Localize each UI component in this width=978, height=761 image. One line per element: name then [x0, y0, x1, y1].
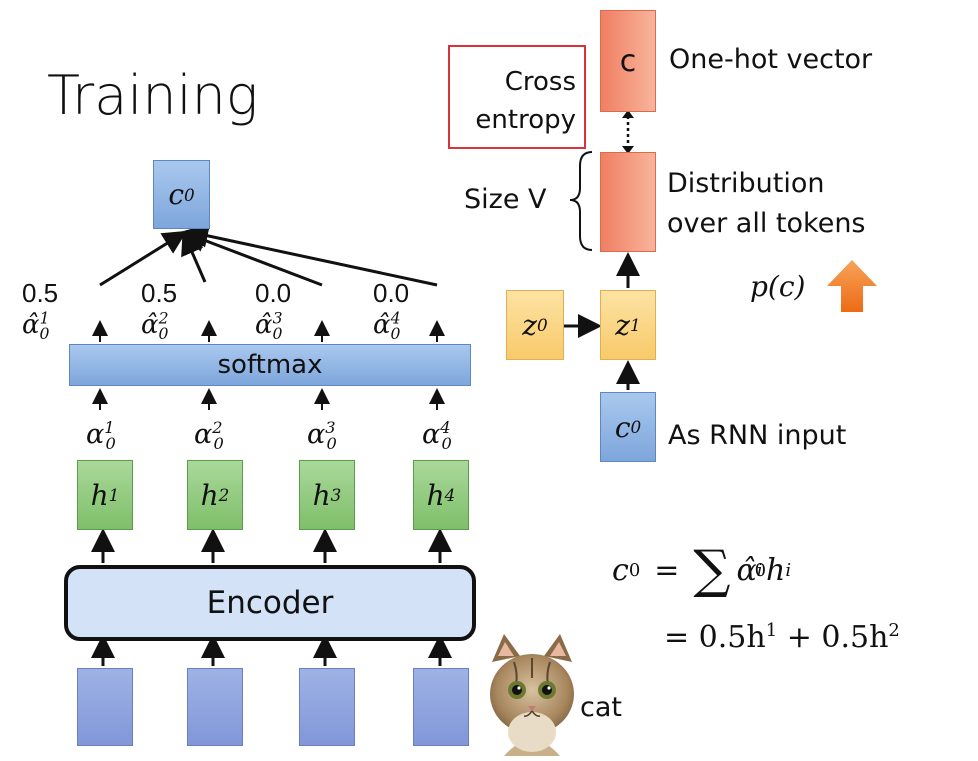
- cat-label: cat: [580, 692, 622, 723]
- encoder-block: Encoder: [64, 565, 476, 641]
- input-feature-2: [187, 668, 243, 746]
- input-feature-4: [413, 668, 469, 746]
- softmax-layer: softmax: [69, 344, 471, 386]
- alpha-hat-3-label: 0.0 α̂30: [255, 278, 292, 344]
- alpha-3-label: α30: [307, 418, 337, 454]
- distribution-box: [600, 152, 656, 252]
- input-feature-1: [77, 668, 133, 746]
- alpha-hat-1-label: 0.5 α̂10: [22, 278, 59, 344]
- alpha-1-label: α10: [86, 418, 116, 454]
- distribution-label: Distribution over all tokens: [667, 168, 866, 239]
- probability-label: p(c): [750, 270, 806, 303]
- rnn-input-label: As RNN input: [668, 420, 847, 451]
- increase-arrow-icon: [827, 260, 877, 312]
- slide-title: Training: [47, 64, 259, 127]
- cat-image: [490, 634, 574, 756]
- alpha-hat-2-label: 0.5 α̂20: [141, 278, 178, 344]
- one-hot-vector-box: c: [600, 10, 656, 112]
- one-hot-label: One-hot vector: [669, 44, 873, 75]
- size-v-label: Size V: [464, 184, 547, 215]
- cross-entropy-box: Cross entropy: [448, 45, 586, 149]
- context-formula-line2: = 0.5h1 + 0.5h2: [664, 620, 900, 655]
- alpha-4-label: α40: [422, 418, 452, 454]
- input-feature-3: [299, 668, 355, 746]
- alpha-2-label: α20: [194, 418, 224, 454]
- alpha-hat-4-label: 0.0 α̂40: [373, 278, 410, 344]
